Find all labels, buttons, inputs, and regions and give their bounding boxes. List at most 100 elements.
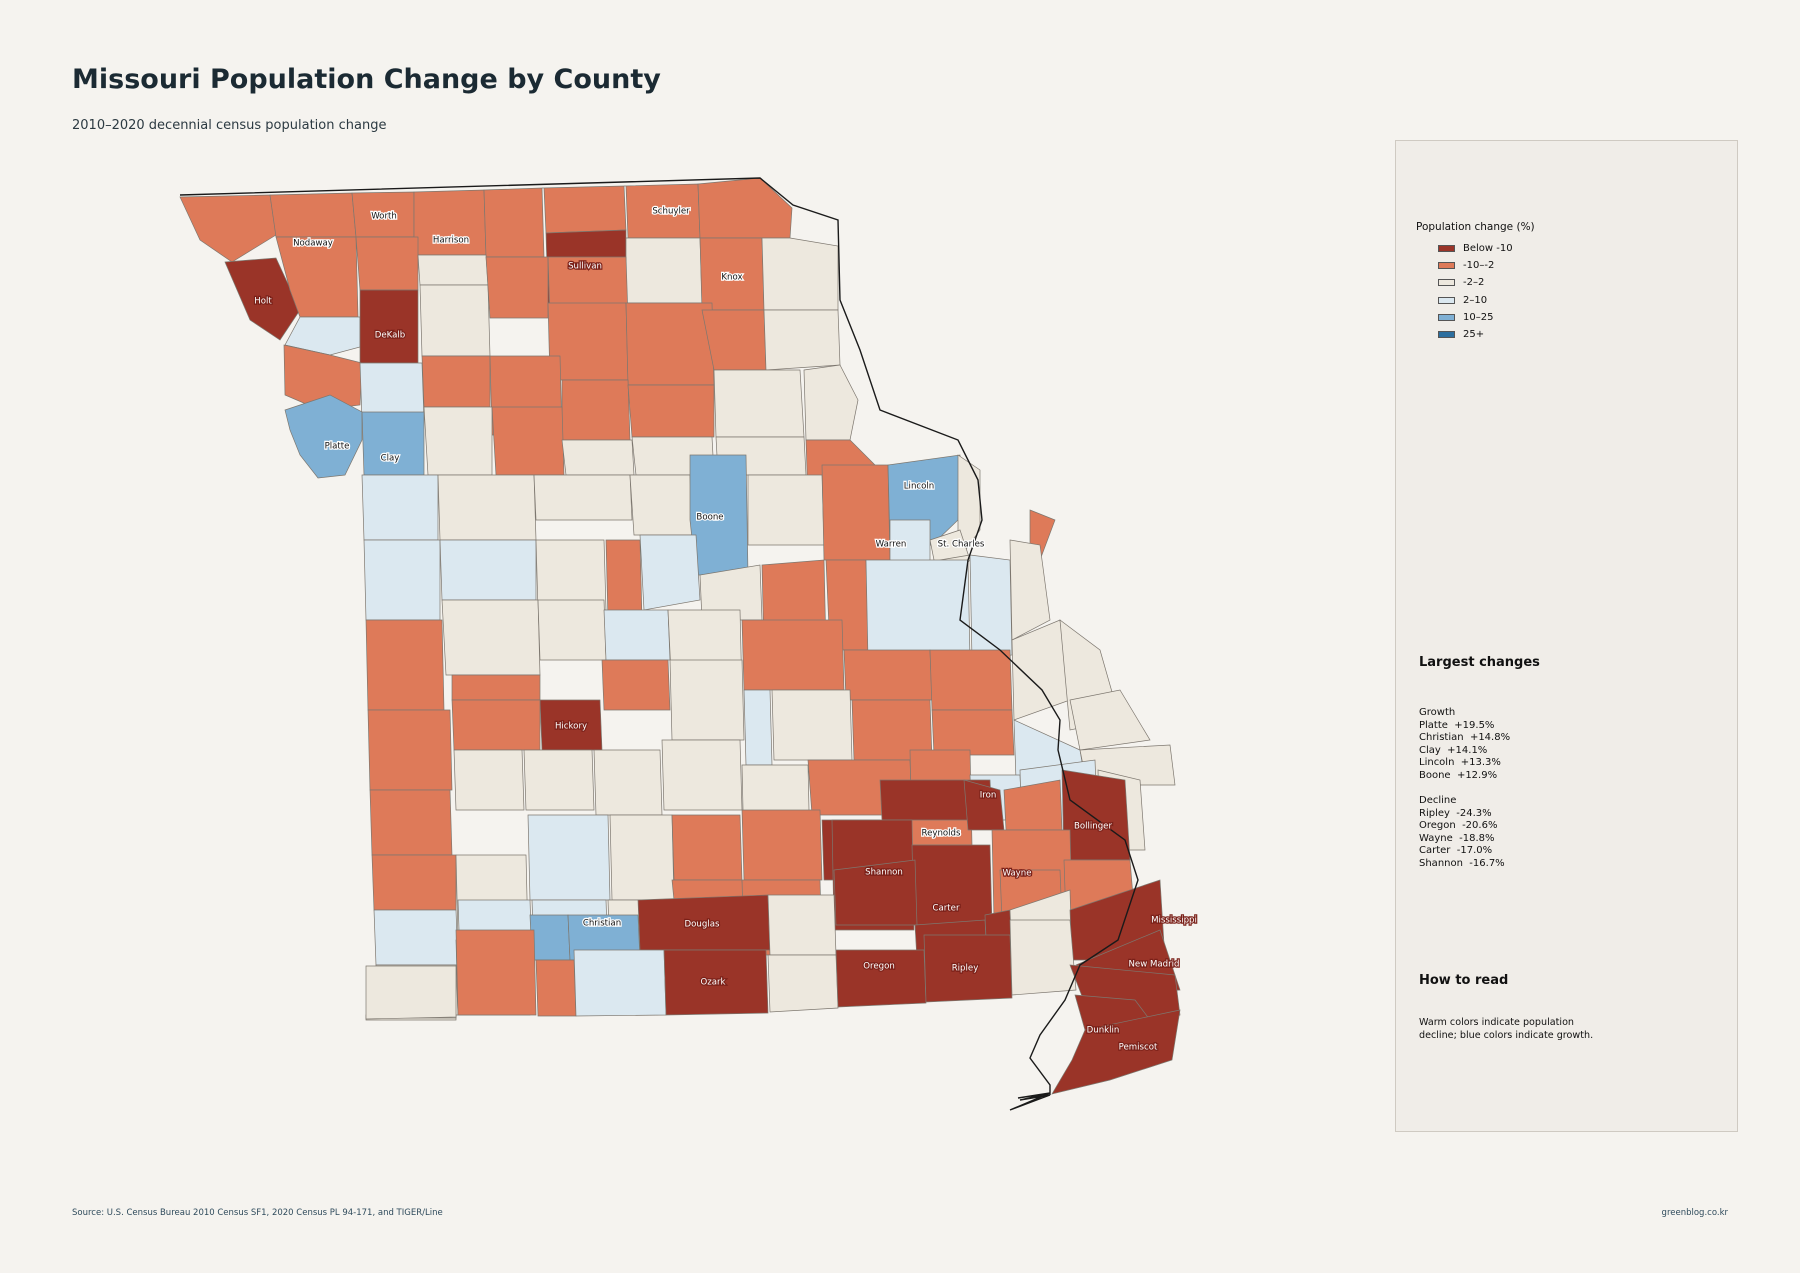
site-credit: greenblog.co.kr: [1661, 1208, 1728, 1218]
county-label: DeKalb: [375, 331, 406, 341]
legend-swatch: [1438, 279, 1455, 287]
county-label: Reynolds: [922, 829, 962, 839]
decline-item: Carter -17.0%: [1419, 845, 1493, 857]
county-shape: [625, 302, 715, 386]
county-shape: [771, 689, 853, 761]
county-shape: [485, 256, 549, 319]
legend-item: -2–2: [1438, 274, 1513, 291]
legend-panel: Population change (%) Below -10 -10–-2 -…: [1395, 140, 1738, 1132]
county-shape: [767, 954, 839, 1013]
county-shape: [573, 949, 667, 1017]
county-label: Dunklin: [1087, 1026, 1120, 1036]
county-shape: [761, 237, 839, 311]
county-label: Knox: [721, 273, 742, 283]
county-shape: [661, 739, 743, 811]
county-label: Ozark: [700, 978, 725, 988]
growth-heading: Growth: [1419, 707, 1456, 718]
legend-title: Population change (%): [1416, 221, 1535, 233]
county-shape: [365, 965, 457, 1020]
county-shape: [741, 619, 845, 691]
county-shape: [363, 539, 441, 621]
county-label: Douglas: [685, 920, 720, 930]
county-shape: [439, 539, 537, 601]
county-shape: [835, 949, 927, 1008]
county-label: Clay: [381, 454, 400, 464]
county-shape: [767, 894, 837, 956]
county-shape: [629, 474, 693, 536]
county-shape: [361, 411, 425, 476]
legend-label: -2–2: [1463, 277, 1485, 289]
county-shape: [523, 749, 595, 811]
county-label: Bollinger: [1074, 822, 1113, 832]
county-shape: [423, 406, 493, 476]
county-shape: [865, 559, 971, 661]
county-label: Boone: [696, 513, 723, 523]
county-label: Christian: [583, 919, 621, 929]
county-shape: [923, 934, 1013, 1003]
page-title: Missouri Population Change by County: [72, 64, 661, 95]
county-shape: [355, 236, 419, 291]
missouri-county-map: Worth Schuyler Nodaway Harrison Sullivan Knox…: [179, 177, 1198, 1111]
county-shape: [969, 554, 1013, 661]
decline-heading: Decline: [1419, 795, 1457, 806]
decline-item: Ripley -24.3%: [1419, 807, 1492, 819]
county-shape: [365, 619, 445, 711]
growth-item: Clay +14.1%: [1419, 744, 1488, 756]
legend-item: -10–-2: [1438, 257, 1513, 274]
county-shape: [179, 194, 277, 263]
county-label: Schuyler: [652, 207, 690, 217]
page-subtitle: 2010–2020 decennial census population ch…: [72, 118, 387, 133]
growth-item: Boone +12.9%: [1419, 769, 1498, 781]
county-shape: [627, 384, 715, 438]
county-shape: [803, 364, 859, 441]
county-shape: [483, 187, 545, 258]
legend-list: Below -10 -10–-2 -2–2 2–10 10–25 25+: [1438, 240, 1513, 343]
county-label: Ripley: [952, 964, 979, 974]
legend-label: -10–-2: [1463, 260, 1495, 272]
largest-changes-title: Largest changes: [1419, 655, 1540, 670]
county-shape: [601, 659, 671, 711]
county-label: Holt: [254, 297, 272, 307]
county-label: New Madrid: [1129, 960, 1180, 970]
county-shape: [359, 362, 425, 421]
county-shape: [284, 394, 363, 479]
county-shape: [669, 659, 745, 741]
county-shape: [455, 929, 537, 1016]
county-label: Lincoln: [904, 482, 934, 492]
county-shape: [537, 599, 607, 661]
county-shape: [359, 289, 419, 364]
decline-item: Oregon -20.6%: [1419, 820, 1498, 832]
county-label: Worth: [371, 212, 397, 222]
state-outline: [179, 177, 1139, 1111]
growth-item: Lincoln +13.3%: [1419, 757, 1501, 769]
county-shape: [741, 809, 823, 881]
county-shape: [527, 814, 611, 901]
county-shape: [625, 237, 703, 304]
county-shape: [535, 959, 577, 1017]
county-shape: [763, 309, 841, 371]
county-shape: [441, 599, 541, 676]
county-label: Hickory: [555, 722, 587, 732]
county-shape: [417, 254, 489, 286]
county-shape: [451, 699, 541, 751]
county-shape: [1009, 539, 1051, 641]
legend-swatch: [1438, 262, 1455, 270]
county-shape: [931, 709, 1015, 756]
county-label: Warren: [876, 540, 907, 550]
legend-swatch: [1438, 313, 1455, 321]
legend-swatch: [1438, 245, 1455, 253]
county-shape: [609, 814, 675, 901]
county-shape: [1009, 919, 1077, 996]
county-shape: [605, 539, 643, 621]
county-label: Shannon: [865, 868, 903, 878]
county-label: Harrison: [433, 236, 469, 246]
county-shape: [1069, 689, 1151, 751]
legend-item: Below -10: [1438, 240, 1513, 257]
legend-swatch: [1438, 331, 1455, 339]
decline-item: Wayne -18.8%: [1419, 832, 1495, 844]
county-label: St. Charles: [938, 540, 985, 550]
county-label: Pemiscot: [1119, 1043, 1158, 1053]
growth-item: Platte +19.5%: [1419, 719, 1495, 731]
county-shape: [929, 649, 1013, 711]
county-shape: [451, 674, 541, 701]
